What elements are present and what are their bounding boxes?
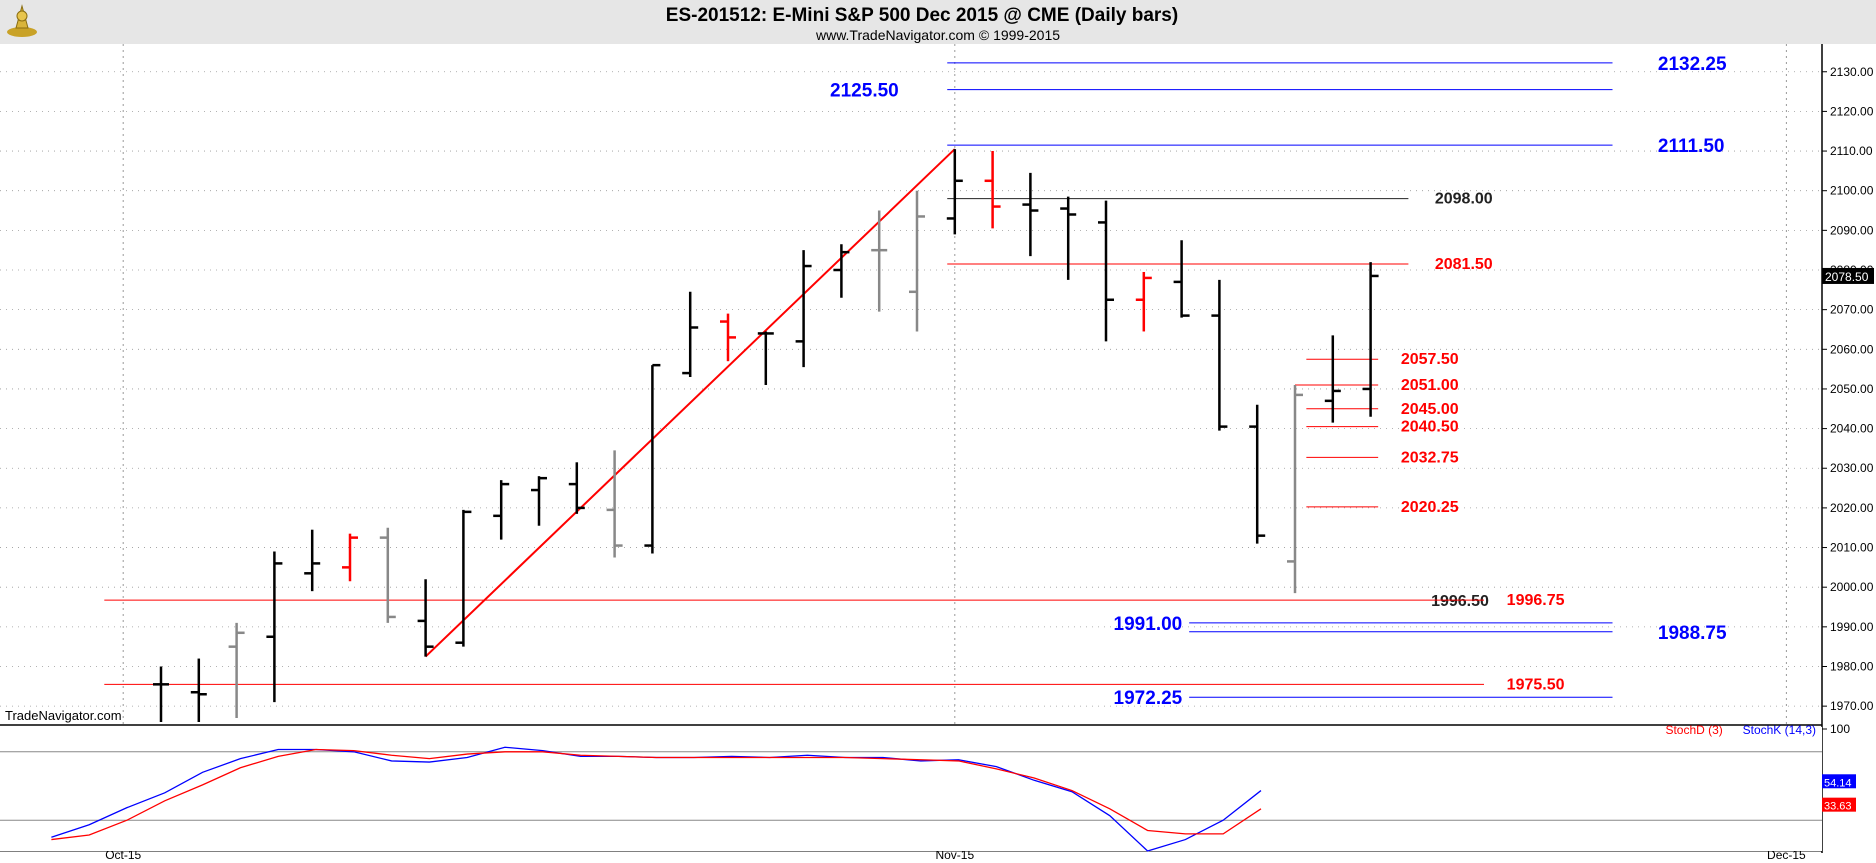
y-tick-label: 2000.00 — [1830, 580, 1874, 594]
level-label: 2045.00 — [1401, 401, 1459, 418]
level-label: 2098.00 — [1435, 191, 1493, 208]
ohlc-bar — [342, 533, 358, 582]
ohlc-bar — [984, 151, 1001, 229]
y-tick-label: 2060.00 — [1830, 342, 1874, 356]
y-tick-label: 1990.00 — [1830, 620, 1874, 634]
ohlc-bar — [379, 527, 396, 623]
y-tick-label: 2120.00 — [1830, 104, 1874, 118]
level-label: 2040.50 — [1401, 419, 1459, 436]
level-label: 1988.75 — [1658, 623, 1727, 644]
level-label: 2125.50 — [830, 81, 899, 102]
level-label: 2081.50 — [1435, 256, 1493, 273]
ohlc-bar — [228, 622, 245, 719]
stoch-legend-label: StochK (14,3) — [1743, 723, 1816, 737]
ohlc-bar — [682, 291, 699, 378]
ohlc-bar — [1324, 335, 1341, 423]
ohlc-bar — [455, 509, 472, 647]
y-tick-label: 2040.00 — [1830, 422, 1874, 436]
level-label: 2020.25 — [1401, 499, 1459, 516]
y-tick-label: 2050.00 — [1830, 382, 1874, 396]
trend-line — [424, 148, 956, 658]
y-tick-label: 2030.00 — [1830, 461, 1874, 475]
ohlc-bar — [1135, 271, 1152, 332]
ohlc-bar — [1098, 200, 1114, 342]
last-price-box — [1822, 267, 1874, 284]
ohlc-bar — [1249, 404, 1266, 544]
ohlc-bar — [909, 190, 925, 332]
level-label: 2051.00 — [1401, 377, 1459, 394]
ohlc-bar — [568, 462, 585, 514]
ohlc-bar — [1287, 384, 1303, 594]
ohlc-bar — [153, 666, 169, 722]
header-band — [0, 0, 1876, 44]
stoch-readout-label: 54.14 — [1824, 777, 1852, 789]
ohlc-bar — [871, 210, 888, 312]
ohlc-bar — [417, 579, 434, 657]
ohlc-bar — [1173, 240, 1190, 318]
price-pane: Oct-15 Nov-15 Dec-151970.001980.001990.002… — [0, 44, 1874, 862]
ohlc-bar — [493, 480, 510, 540]
ohlc-bar — [1362, 262, 1379, 417]
level-label: 2057.50 — [1401, 351, 1459, 368]
level-label: 1975.50 — [1507, 676, 1565, 693]
y-tick-label: 2070.00 — [1830, 303, 1874, 317]
ohlc-bar — [795, 250, 812, 368]
level-label: 2111.50 — [1658, 136, 1725, 157]
level-label: 1996.50 — [1431, 593, 1489, 610]
y-tick-label: 2090.00 — [1830, 223, 1874, 237]
level-label: 1991.00 — [1114, 614, 1183, 635]
ohlc-bar — [1060, 196, 1077, 280]
ohlc-bar — [720, 313, 736, 362]
ohlc-bar — [833, 244, 850, 298]
ohlc-bar — [190, 658, 207, 722]
stoch-readout-label: 33.63 — [1824, 801, 1852, 813]
stochastic-pane: 100 StochK (14,3) StochD (3) 54.14 33.63 — [0, 722, 1856, 852]
level-label: 2032.75 — [1401, 449, 1459, 466]
level-label: 2132.25 — [1658, 54, 1727, 75]
stoch-readout-box — [1822, 774, 1856, 789]
y-tick-label: 1980.00 — [1830, 659, 1874, 673]
watermark: TradeNavigator.com — [5, 708, 122, 723]
ohlc-bar — [304, 529, 321, 592]
ohlc-bar — [1211, 279, 1228, 431]
ohlc-bar — [757, 331, 774, 385]
logo-icon — [7, 4, 37, 37]
stoch-background — [0, 727, 1822, 851]
level-label: 1972.25 — [1114, 688, 1183, 709]
y-tick-label: 2100.00 — [1830, 184, 1874, 198]
level-label: 1996.75 — [1507, 592, 1565, 609]
y-tick-label: 2130.00 — [1830, 65, 1874, 79]
chart-subtitle: www.TradeNavigator.com © 1999-2015 — [815, 27, 1060, 43]
ohlc-bar — [531, 476, 547, 526]
stoch-readout-box — [1822, 797, 1856, 812]
stoch-legend-label: StochD (3) — [1665, 723, 1722, 737]
ohlc-bar — [606, 450, 623, 558]
ohlc-bar — [266, 551, 283, 703]
chart-title: ES-201512: E-Mini S&P 500 Dec 2015 @ CME… — [666, 5, 1178, 26]
stoch-tick-label: 100 — [1830, 722, 1850, 736]
y-tick-label: 2110.00 — [1830, 144, 1873, 158]
y-tick-label: 2020.00 — [1830, 501, 1874, 515]
y-tick-label: 2010.00 — [1830, 541, 1874, 555]
stoch-line — [51, 748, 1262, 841]
last-price-label: 2078.50 — [1825, 270, 1869, 284]
y-tick-label: 1970.00 — [1830, 699, 1874, 713]
ohlc-bar — [644, 363, 661, 554]
ohlc-bar — [1022, 172, 1039, 257]
ohlc-bar — [946, 149, 963, 235]
